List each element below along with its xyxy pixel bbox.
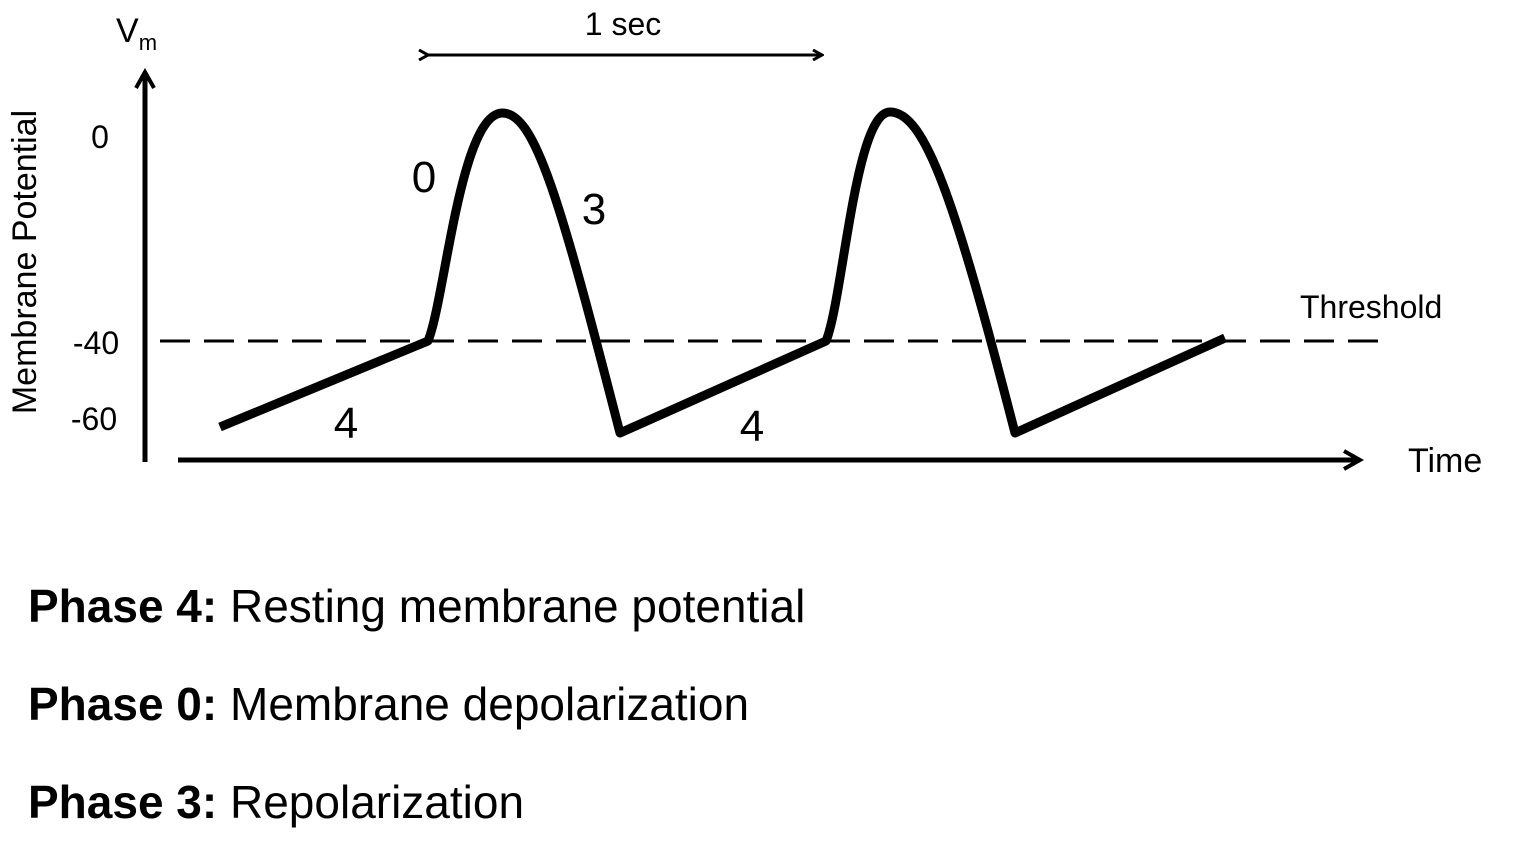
threshold-label: Threshold bbox=[1300, 289, 1442, 325]
action-potential-diagram: Vm Membrane Potential 0 -40 -60 Time Thr… bbox=[6, 6, 1482, 480]
y-axis-label: Membrane Potential bbox=[6, 110, 44, 414]
y-tick-minus-60: -60 bbox=[71, 401, 117, 437]
phase-label-4-second: 4 bbox=[740, 402, 764, 451]
x-axis-label: Time bbox=[1408, 442, 1482, 480]
action-potential-trace bbox=[218, 107, 1227, 438]
y-tick-minus-40: -40 bbox=[73, 325, 119, 361]
legend-item-phase-3: Phase 3: Repolarization bbox=[28, 774, 1498, 830]
y-tick-0: 0 bbox=[91, 119, 109, 155]
legend-phase-name: Phase 3: bbox=[28, 776, 218, 828]
legend-phase-name: Phase 4: bbox=[28, 580, 218, 632]
legend-description: Resting membrane potential bbox=[230, 580, 806, 632]
legend-item-phase-4: Phase 4: Resting membrane potential bbox=[28, 578, 1498, 634]
legend-item-phase-0: Phase 0: Membrane depolarization bbox=[28, 676, 1498, 732]
legend-description: Membrane depolarization bbox=[230, 678, 750, 730]
legend-phase-name: Phase 0: bbox=[28, 678, 218, 730]
period-label: 1 sec bbox=[585, 6, 661, 42]
y-axis-symbol: Vm bbox=[116, 12, 157, 55]
y-axis-symbol-subscript: m bbox=[139, 30, 157, 55]
phase-label-3: 3 bbox=[582, 185, 606, 234]
phase-label-4-first: 4 bbox=[334, 399, 358, 448]
phase-label-0: 0 bbox=[412, 153, 436, 202]
legend-description: Repolarization bbox=[230, 776, 525, 828]
y-axis-symbol-main: V bbox=[116, 12, 139, 50]
